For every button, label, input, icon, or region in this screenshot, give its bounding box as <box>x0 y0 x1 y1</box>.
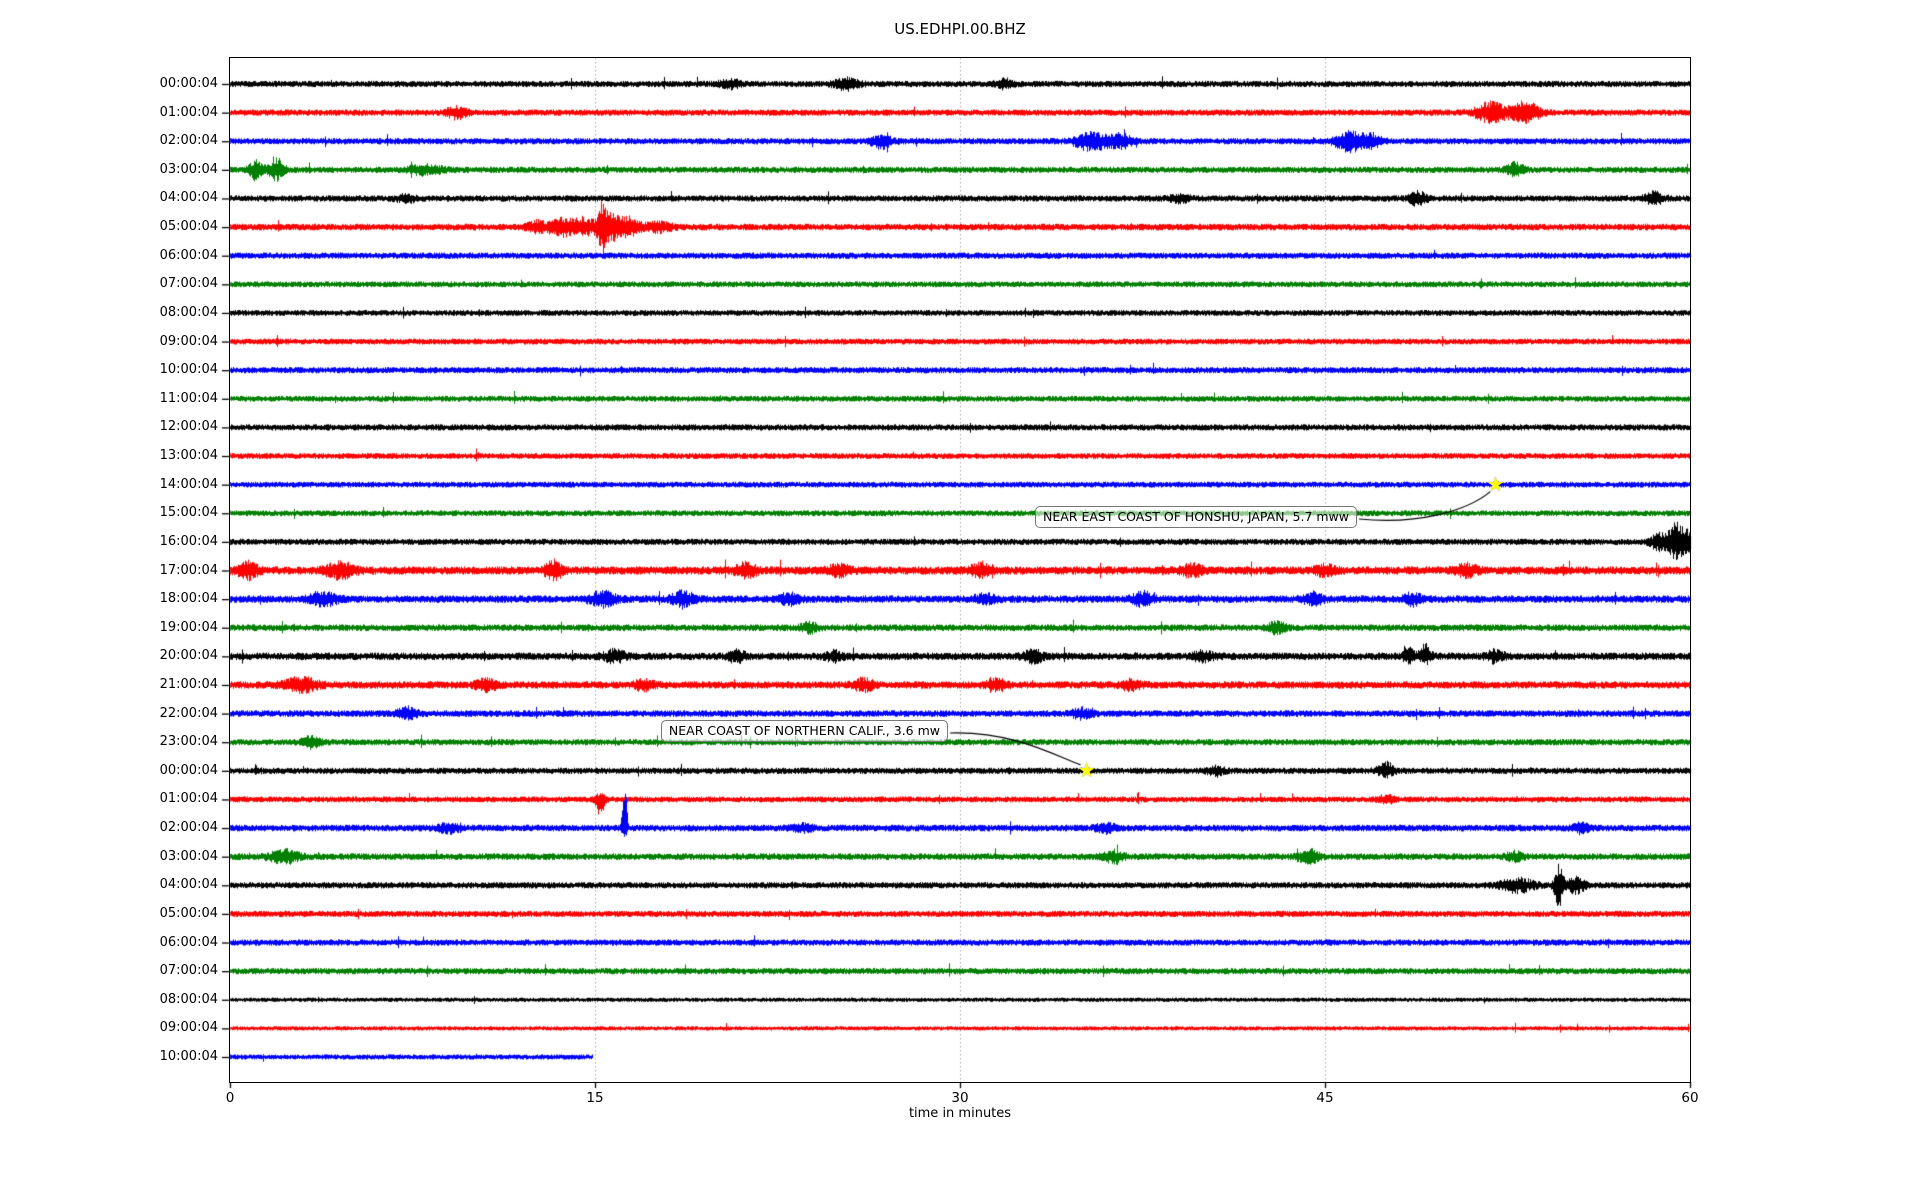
trace-row-label: 11:00:04 <box>159 390 218 406</box>
trace-row-label: 05:00:04 <box>159 219 218 235</box>
x-axis-title: time in minutes <box>908 1106 1012 1121</box>
trace-row-label: 05:00:04 <box>159 905 218 921</box>
trace-row-label: 07:00:04 <box>159 276 218 292</box>
trace-row-label: 14:00:04 <box>159 476 218 492</box>
x-tick-label: 30 <box>951 1090 969 1106</box>
trace-row-label: 07:00:04 <box>159 963 218 979</box>
x-tick-label: 45 <box>1316 1090 1334 1106</box>
trace-row-label: 01:00:04 <box>159 791 218 807</box>
trace-row-label: 12:00:04 <box>159 419 218 435</box>
trace-row-label: 16:00:04 <box>159 533 218 549</box>
trace-row-label: 04:00:04 <box>159 877 218 893</box>
trace-row-label: 19:00:04 <box>159 619 218 635</box>
event-star-icon: ★ <box>1486 471 1505 496</box>
trace-row-label: 22:00:04 <box>159 705 218 721</box>
event-annotation: NEAR COAST OF NORTHERN CALIF., 3.6 mw <box>660 720 948 742</box>
trace-row-label: 02:00:04 <box>159 133 218 149</box>
x-tick-label: 0 <box>225 1090 235 1106</box>
trace-row-label: 13:00:04 <box>159 448 218 464</box>
trace-row-label: 15:00:04 <box>159 505 218 521</box>
trace-row-label: 03:00:04 <box>159 161 218 177</box>
trace-row-label: 06:00:04 <box>159 934 218 950</box>
trace-row-label: 01:00:04 <box>159 104 218 120</box>
trace-row-label: 10:00:04 <box>159 1049 218 1064</box>
trace-row-label: 09:00:04 <box>159 333 218 349</box>
trace-row-label: 21:00:04 <box>159 676 218 692</box>
trace-row-label: 10:00:04 <box>159 362 218 378</box>
trace-row-label: 03:00:04 <box>159 848 218 864</box>
trace-row-label: 09:00:04 <box>159 1020 218 1036</box>
trace-row-label: 17:00:04 <box>159 562 218 578</box>
trace-row-label: 08:00:04 <box>159 991 218 1007</box>
trace-row-label: 02:00:04 <box>159 820 218 836</box>
event-annotation: NEAR EAST COAST OF HONSHU, JAPAN, 5.7 mw… <box>1035 506 1357 528</box>
trace-row-label: 04:00:04 <box>159 190 218 206</box>
x-tick-label: 15 <box>586 1090 604 1106</box>
x-tick-label: 60 <box>1681 1090 1699 1106</box>
trace-row-label: 06:00:04 <box>159 247 218 263</box>
trace-row-label: 08:00:04 <box>159 304 218 320</box>
trace-row-label: 23:00:04 <box>159 734 218 750</box>
event-star-icon: ★ <box>1077 758 1096 783</box>
trace-row-label: 20:00:04 <box>159 648 218 664</box>
trace-row-label: 18:00:04 <box>159 591 218 607</box>
trace-row-label: 00:00:04 <box>159 76 218 91</box>
trace-row-label: 00:00:04 <box>159 762 218 778</box>
